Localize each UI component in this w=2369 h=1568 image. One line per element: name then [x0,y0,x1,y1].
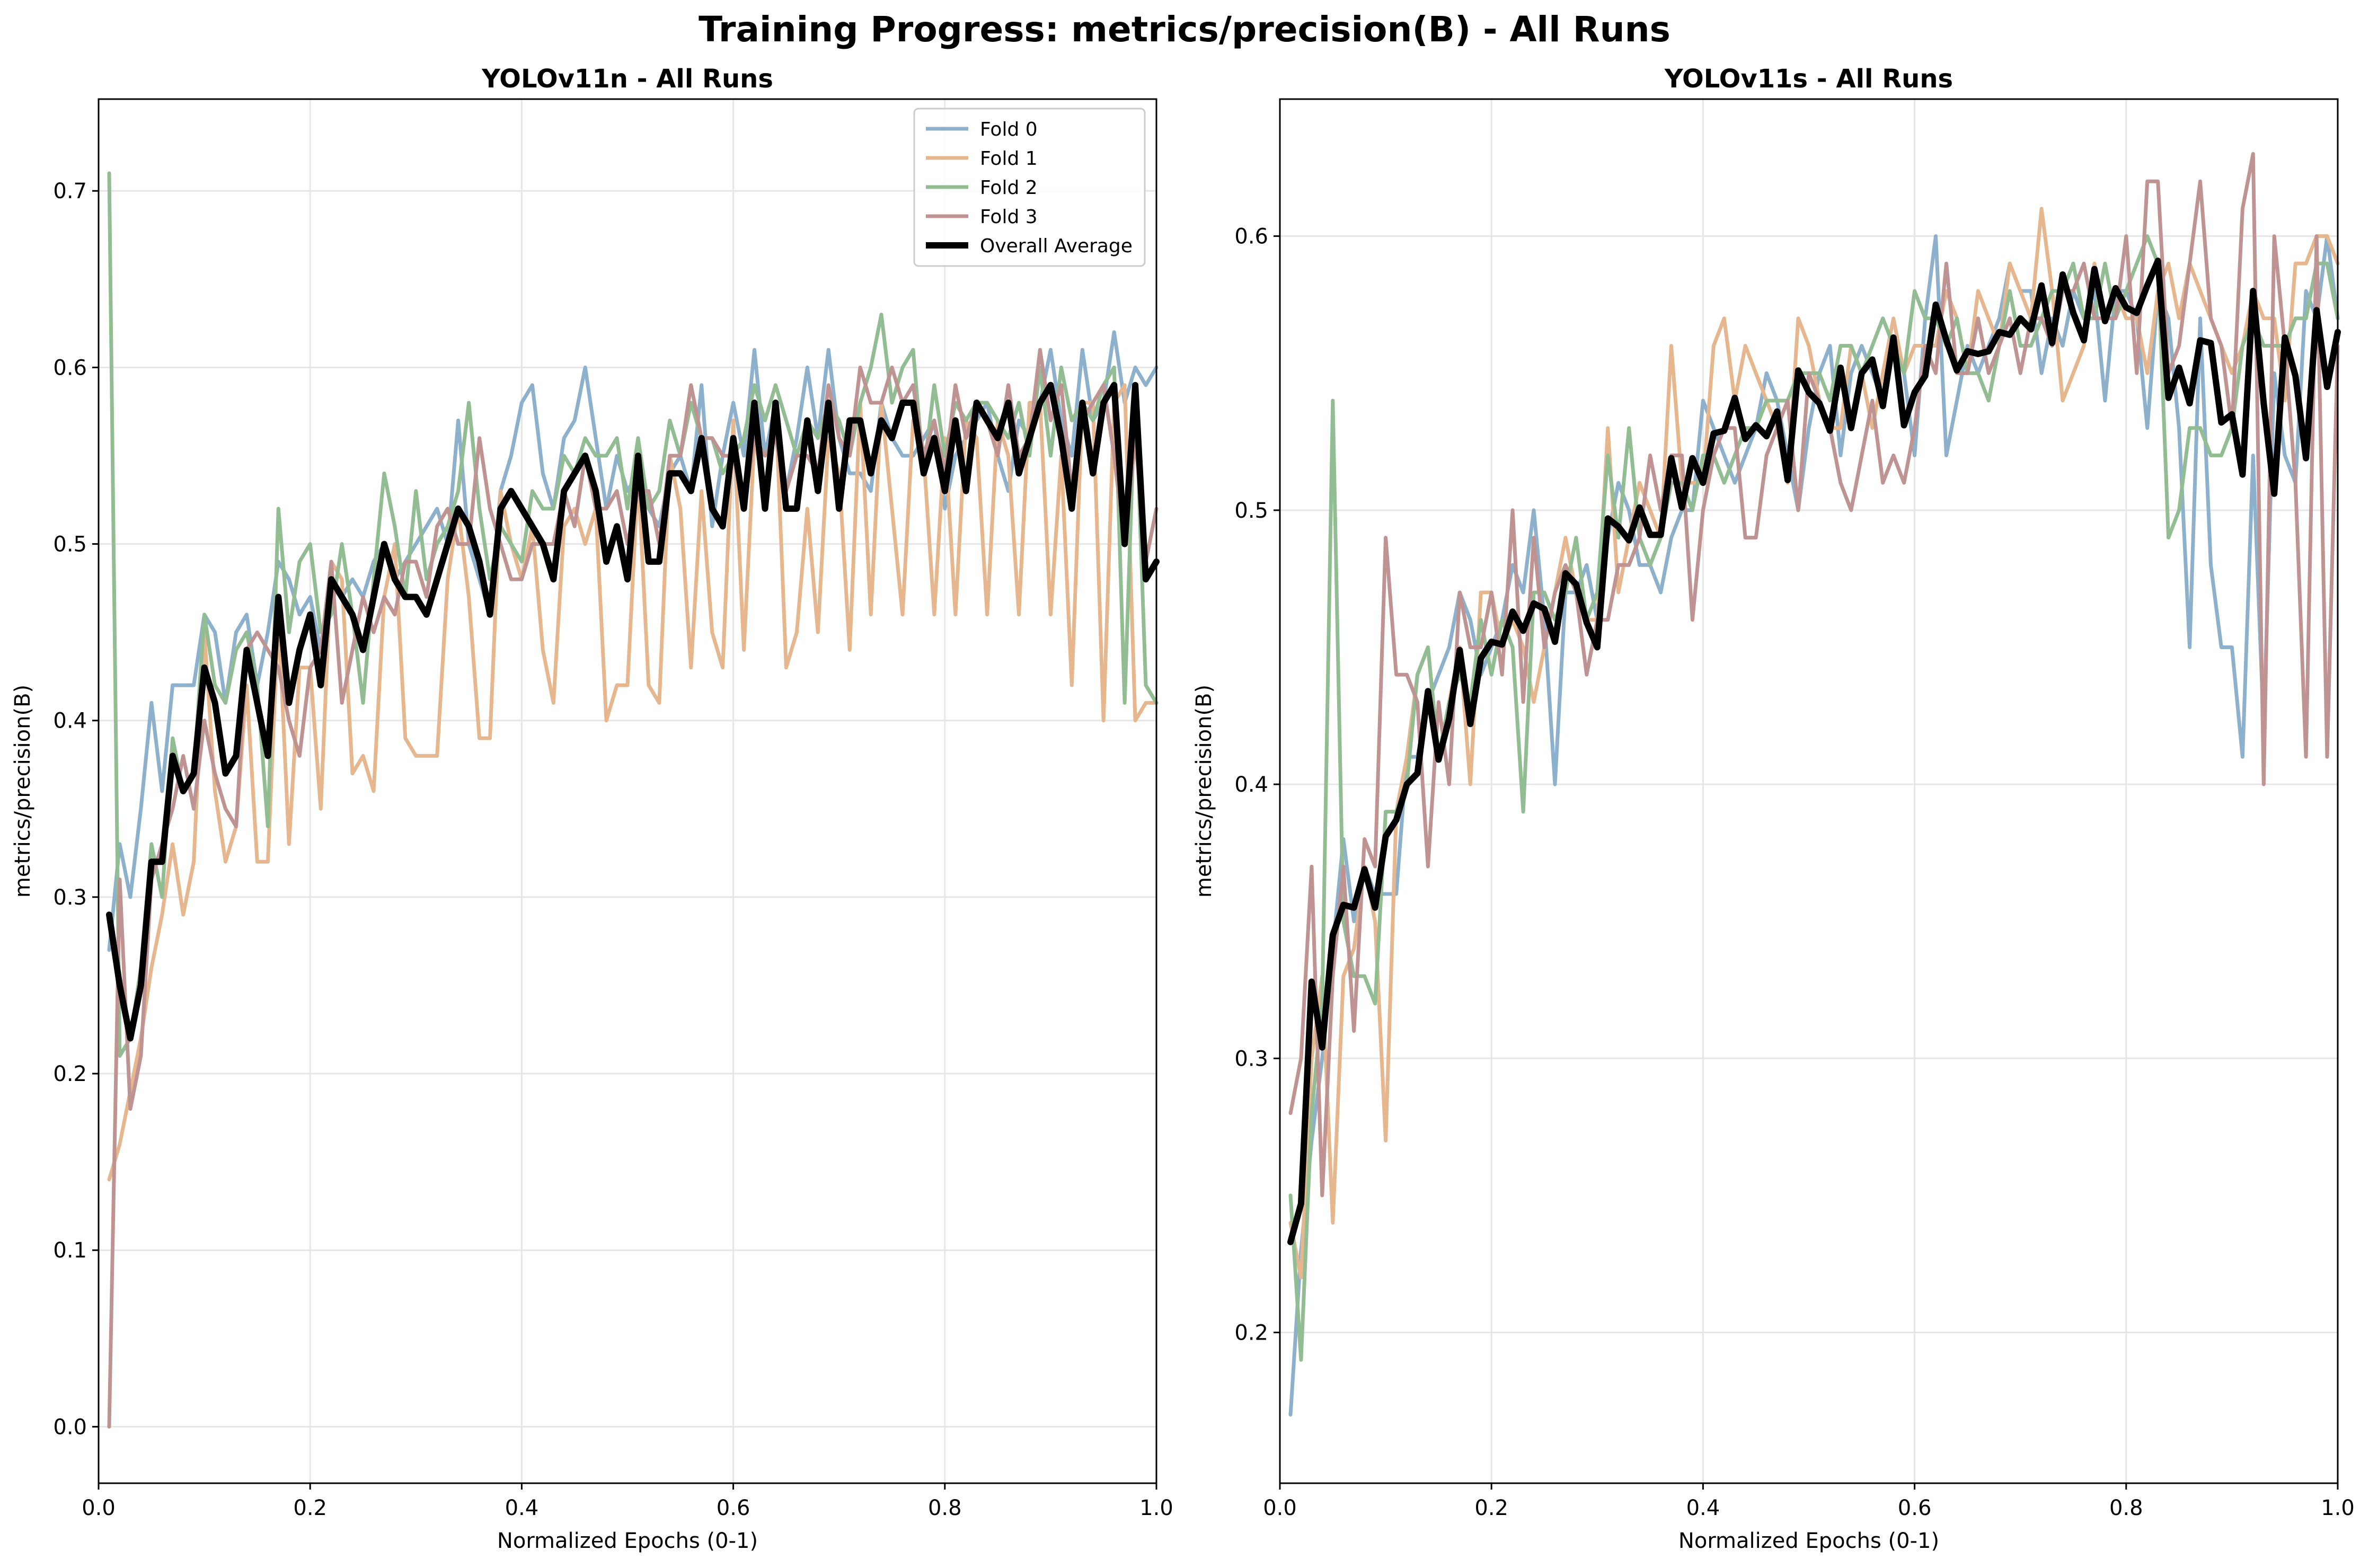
x-axis-label: Normalized Epochs (0-1) [497,1529,758,1553]
y-tick-label: 0.2 [1234,1321,1268,1345]
x-tick-label: 0.8 [2109,1496,2143,1520]
chart-panel-yolov11s: 0.0 0.2 0.4 0.6 0.8 1.0 0.2 0.3 0.4 0.5 0.6 YOLOv… [1192,64,2355,1553]
y-tick-label: 0.0 [53,1415,87,1439]
y-tick-label: 0.7 [53,179,87,203]
figure-title: Training Progress: metrics/precision(B) … [699,9,1670,50]
series-line-fold-2 [107,171,1159,1058]
x-tick-label: 0.2 [293,1496,327,1520]
y-tick-label: 0.3 [1234,1047,1268,1071]
y-tick-label: 0.3 [53,885,87,910]
x-tick-label: 0.0 [1263,1496,1297,1520]
y-tick-label: 0.5 [53,533,87,557]
legend: Fold 0 Fold 1 Fold 2 Fold 3 Overall Average [913,108,1146,267]
series-lines [1287,152,2341,1417]
legend-frame [913,108,1146,267]
legend-label: Fold 1 [980,148,1038,170]
x-tick-label: 1.0 [2321,1496,2355,1520]
x-axis-ticks: 0.0 0.2 0.4 0.6 0.8 1.0 [82,1483,1173,1520]
chart-title: YOLOv11n - All Runs [481,64,773,94]
y-axis-label: metrics/precision(B) [11,685,35,898]
y-axis-ticks: 0.2 0.3 0.4 0.5 0.6 [1234,225,1280,1345]
legend-label: Fold 0 [980,119,1038,140]
legend-label: Fold 3 [980,206,1038,228]
x-tick-label: 0.4 [1686,1496,1720,1520]
x-tick-label: 0.0 [82,1496,116,1520]
x-tick-label: 0.8 [928,1496,962,1520]
axes-frame [98,98,1157,1484]
chart-panel-yolov11n: 0.0 0.2 0.4 0.6 0.8 1.0 0.0 0.1 0.2 0.3 0.4 0.5 0.6… [11,64,1173,1553]
x-tick-label: 0.6 [1898,1496,1932,1520]
series-line-fold-1 [107,383,1159,1182]
y-axis-label: metrics/precision(B) [1192,685,1216,898]
series-line-fold-3 [1288,152,2340,1198]
chart-title: YOLOv11s - All Runs [1664,64,1953,94]
series-lines [106,171,1160,1429]
x-tick-label: 0.6 [717,1496,750,1520]
x-axis-label: Normalized Epochs (0-1) [1678,1529,1939,1553]
x-axis-ticks: 0.0 0.2 0.4 0.6 0.8 1.0 [1263,1483,2355,1520]
x-tick-label: 0.2 [1474,1496,1508,1520]
y-axis-ticks: 0.0 0.1 0.2 0.3 0.4 0.5 0.6 0.7 [53,179,99,1439]
legend-label: Fold 2 [980,177,1038,199]
y-tick-label: 0.2 [53,1062,87,1086]
y-tick-label: 0.1 [53,1238,87,1263]
y-tick-label: 0.5 [1234,499,1268,523]
y-tick-label: 0.4 [53,709,87,733]
series-line-overall-average [106,382,1160,1042]
y-tick-label: 0.6 [1234,225,1268,249]
x-tick-label: 0.4 [505,1496,539,1520]
series-line-overall-average [1287,258,2341,1245]
axes-frame [1279,98,2339,1484]
x-tick-label: 1.0 [1139,1496,1173,1520]
y-tick-label: 0.6 [53,356,87,380]
legend-label: Overall Average [980,235,1133,257]
y-tick-label: 0.4 [1234,773,1268,797]
